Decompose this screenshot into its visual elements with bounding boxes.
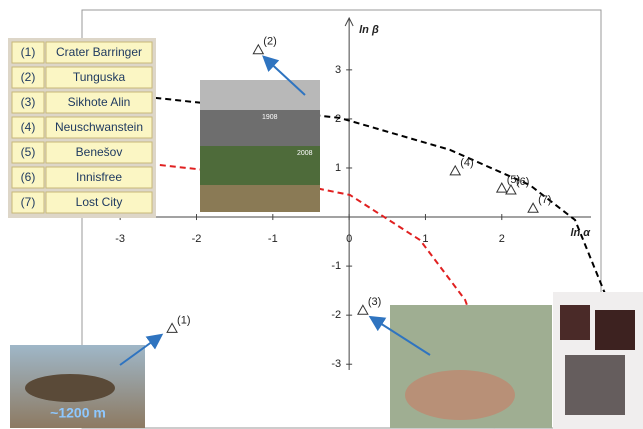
y-tick-label: -1 (331, 260, 341, 272)
legend-number: (2) (21, 70, 36, 84)
point (450, 166, 460, 175)
point (167, 323, 177, 332)
legend-name: Neuschwanstein (55, 120, 143, 134)
x-tick-label: -1 (268, 233, 278, 245)
x-tick-label: 0 (346, 233, 352, 245)
photo-label: 1908 (262, 114, 278, 121)
crater-photo: ~1200 m (10, 345, 145, 428)
point-label: (3) (368, 296, 381, 308)
legend-number: (7) (21, 195, 36, 209)
y-tick-label: 3 (335, 64, 341, 76)
x-tick-label: 2 (499, 233, 505, 245)
point (506, 185, 516, 194)
point (358, 305, 368, 314)
point (497, 183, 507, 192)
photo-label: 2008 (297, 150, 313, 157)
x-tick-label: -2 (192, 233, 202, 245)
point-label: (2) (263, 36, 276, 48)
legend-name: Tunguska (73, 70, 126, 84)
sikhote-painting (390, 305, 552, 428)
point-label: (6) (516, 176, 529, 188)
meteorite-photo (553, 292, 643, 429)
legend-name: Sikhote Alin (68, 95, 131, 109)
x-axis-label: ln α (570, 227, 591, 239)
point-label: (7) (538, 194, 551, 206)
point (528, 203, 538, 212)
chart: ln βln α-3-2-1012-3-2-1123(1)(2)(3)(4)(5… (0, 0, 643, 429)
legend-number: (3) (21, 95, 36, 109)
y-tick-label: -2 (331, 309, 341, 321)
scale-label: ~1200 m (50, 405, 106, 421)
legend-number: (5) (21, 145, 36, 159)
y-tick-label: 1 (335, 162, 341, 174)
legend-number: (6) (21, 170, 36, 184)
y-tick-label: 2 (335, 113, 341, 125)
legend-name: Innisfree (76, 170, 122, 184)
y-tick-label: -3 (331, 358, 341, 370)
legend-name: Benešov (76, 145, 123, 159)
legend-name: Lost City (76, 195, 123, 209)
y-axis-label: ln β (359, 24, 379, 36)
legend-name: Crater Barringer (56, 45, 142, 59)
point-label: (4) (460, 157, 473, 169)
point (253, 45, 263, 54)
legend-table: (1) Crater Barringer (2) Tunguska (3) Sikhote… (8, 38, 156, 218)
legend-number: (1) (21, 45, 36, 59)
x-tick-label: -3 (115, 233, 125, 245)
point-label: (1) (177, 314, 190, 326)
legend-number: (4) (21, 120, 36, 134)
tunguska-photos: 1908 2008 (200, 80, 320, 212)
